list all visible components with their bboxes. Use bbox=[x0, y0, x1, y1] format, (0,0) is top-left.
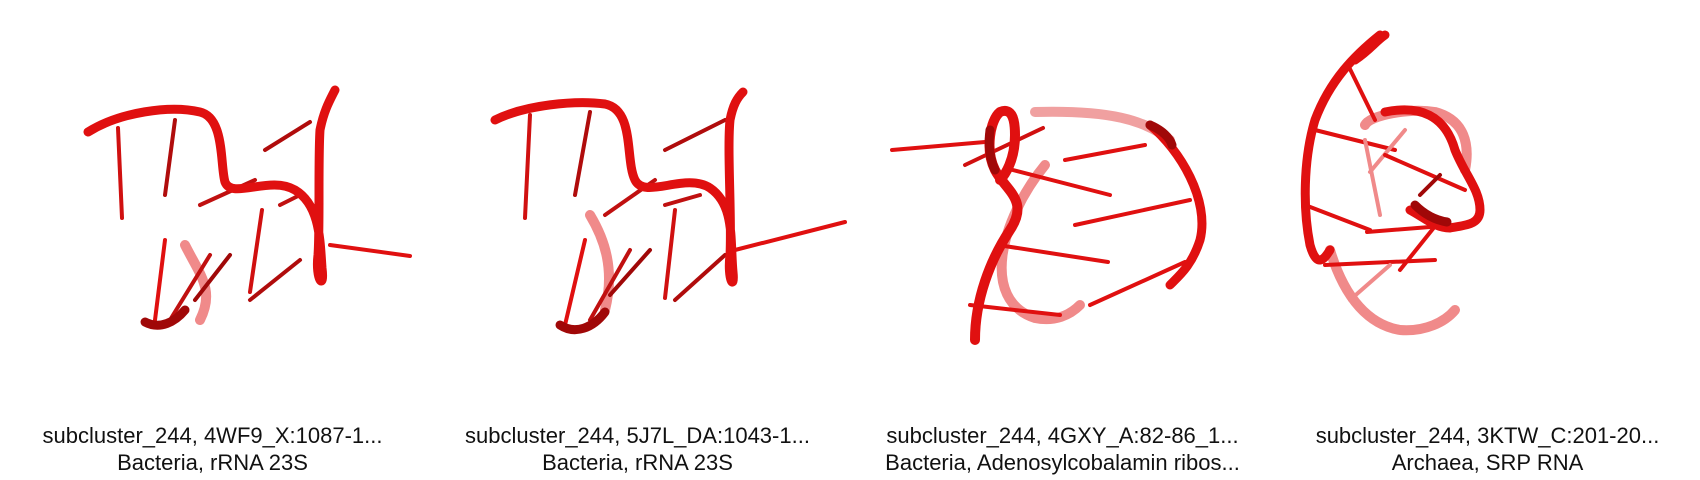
caption-line-2: Bacteria, rRNA 23S bbox=[117, 450, 308, 475]
rna-structure-image-3 bbox=[890, 106, 1207, 345]
structure-panel-4: subcluster_244, 3KTW_C:201-20... Archaea… bbox=[1275, 0, 1700, 480]
base-pairs bbox=[890, 126, 1192, 317]
faded-backbone bbox=[585, 210, 615, 315]
backbone bbox=[1300, 30, 1485, 265]
structure-panel-3: subcluster_244, 4GXY_A:82-86_1... Bacter… bbox=[850, 0, 1275, 480]
backbone bbox=[970, 106, 1207, 345]
caption-line-1: subcluster_244, 4GXY_A:82-86_1... bbox=[886, 423, 1239, 448]
rna-structure-image-2 bbox=[490, 87, 847, 334]
base-pairs bbox=[523, 110, 847, 327]
caption-line-2: Archaea, SRP RNA bbox=[1391, 450, 1584, 475]
structure-panel-2: subcluster_244, 5J7L_DA:1043-1... Bacter… bbox=[425, 0, 850, 480]
caption-line-1: subcluster_244, 3KTW_C:201-20... bbox=[1315, 423, 1660, 448]
caption-line-1: subcluster_244, 4WF9_X:1087-1... bbox=[42, 423, 383, 448]
backbone bbox=[83, 85, 340, 330]
caption-line-2: Bacteria, Adenosylcobalamin ribos... bbox=[885, 450, 1240, 475]
caption-line-1: subcluster_244, 5J7L_DA:1043-1... bbox=[465, 423, 810, 448]
backbone bbox=[490, 87, 748, 334]
faded-backbone bbox=[180, 240, 212, 325]
base-pairs bbox=[1303, 63, 1467, 302]
rna-structure-image-1 bbox=[83, 85, 412, 330]
faded-backbone bbox=[996, 106, 1175, 325]
base-pairs bbox=[116, 118, 412, 322]
rna-structure-image-4 bbox=[1300, 30, 1485, 336]
faded-backbone bbox=[1325, 105, 1472, 336]
structure-panel-1: subcluster_244, 4WF9_X:1087-1... Bacteri… bbox=[0, 0, 425, 480]
caption-line-2: Bacteria, rRNA 23S bbox=[542, 450, 733, 475]
